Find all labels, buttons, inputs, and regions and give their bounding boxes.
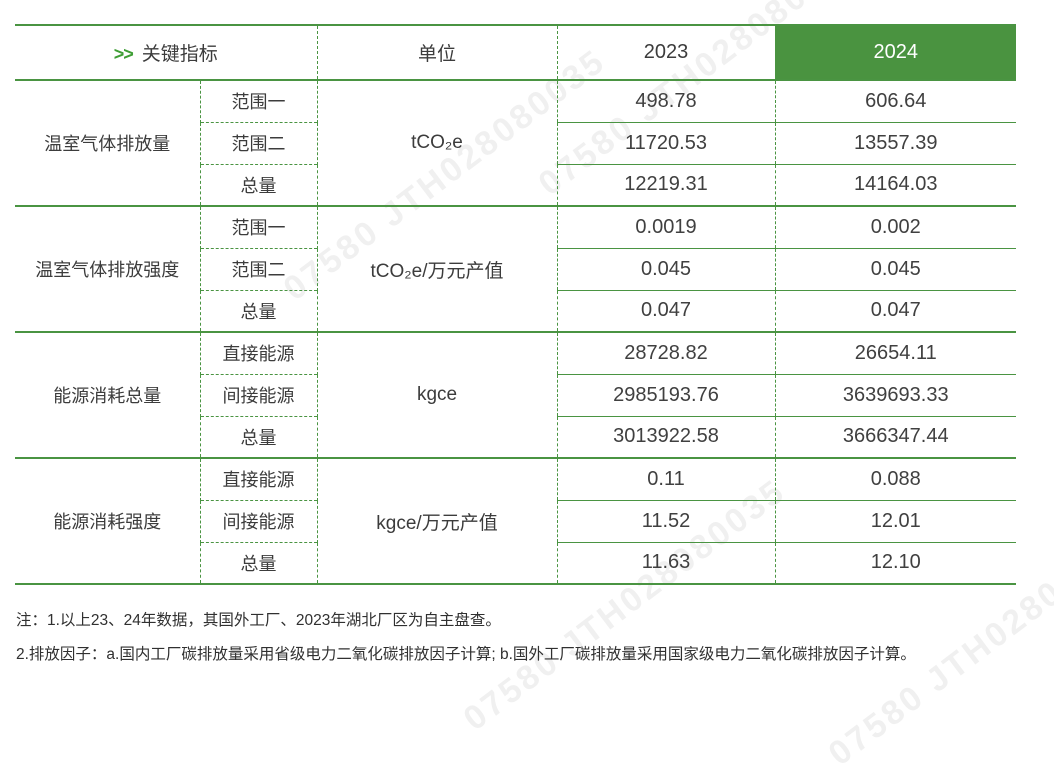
footnote-1: 注：1.以上23、24年数据，其国外工厂、2023年湖北厂区为自主盘查。 (16, 612, 501, 629)
sub-indicator: 间接能源 (199, 373, 318, 416)
value-2023: 12219.31 (557, 163, 776, 206)
group-name: 温室气体排放量 (15, 79, 200, 206)
header-unit: 单位 (317, 24, 558, 81)
table-row: 总量 3013922.58 3666347.44 (15, 415, 1017, 458)
value-2024: 13557.39 (775, 121, 1017, 164)
value-2024: 0.047 (775, 289, 1017, 332)
value-2023: 11720.53 (557, 121, 776, 164)
table-row: 温室气体排放量 范围一 tCO₂e 498.78 606.64 (15, 79, 1017, 206)
value-2023: 11.63 (557, 541, 776, 584)
table-row: 总量 0.047 0.047 (15, 289, 1017, 332)
value-2023: 11.52 (557, 499, 776, 542)
value-2024: 606.64 (775, 79, 1017, 122)
table-row: 温室气体排放强度 范围一 tCO₂e/万元产值 0.0019 0.002 (15, 205, 1017, 332)
value-2023: 0.0019 (557, 205, 776, 248)
value-2024: 0.045 (775, 247, 1017, 290)
value-2023: 0.047 (557, 289, 776, 332)
table-row: 能源消耗强度 直接能源 kgce/万元产值 0.11 0.088 (15, 457, 1017, 584)
sub-indicator: 范围一 (199, 79, 318, 122)
sub-indicator: 总量 (199, 415, 318, 458)
table-row: 范围二 0.045 0.045 (15, 247, 1017, 290)
value-2024: 0.002 (775, 205, 1017, 248)
footnote-2: 2.排放因子：a.国内工厂碳排放量采用省级电力二氧化碳排放因子计算; b.国外工… (16, 646, 916, 663)
unit-cell: tCO₂e/万元产值 (317, 205, 558, 332)
table-row: 范围二 11720.53 13557.39 (15, 121, 1017, 164)
value-2023: 498.78 (557, 79, 776, 122)
header-year-2023: 2023 (557, 24, 776, 81)
value-2024: 12.01 (775, 499, 1017, 542)
value-2024: 0.088 (775, 457, 1017, 500)
sub-indicator: 总量 (199, 163, 318, 206)
sub-indicator: 范围二 (199, 121, 318, 164)
value-2023: 28728.82 (557, 331, 776, 374)
value-2023: 0.045 (557, 247, 776, 290)
value-2023: 0.11 (557, 457, 776, 500)
value-2023: 2985193.76 (557, 373, 776, 416)
sub-indicator: 总量 (199, 289, 318, 332)
sub-indicator: 总量 (199, 541, 318, 584)
footnotes: 注：1.以上23、24年数据，其国外工厂、2023年湖北厂区为自主盘查。 2.排… (16, 604, 1046, 672)
unit-cell: tCO₂e (317, 79, 558, 206)
unit-cell: kgce (317, 331, 558, 458)
sub-indicator: 直接能源 (199, 457, 318, 500)
unit-cell: kgce/万元产值 (317, 457, 558, 584)
table-row: 总量 11.63 12.10 (15, 541, 1017, 584)
double-chevron-icon: >> (113, 44, 134, 64)
header-year-2024: 2024 (775, 24, 1017, 81)
group-name: 能源消耗强度 (15, 457, 200, 584)
sub-indicator: 间接能源 (199, 499, 318, 542)
value-2023: 3013922.58 (557, 415, 776, 458)
table-row: 总量 12219.31 14164.03 (15, 163, 1017, 206)
group-name: 温室气体排放强度 (15, 205, 200, 332)
header-key-indicators-label: 关键指标 (141, 44, 218, 65)
group-name: 能源消耗总量 (15, 331, 200, 458)
value-2024: 14164.03 (775, 163, 1017, 206)
table-row: 能源消耗总量 直接能源 kgce 28728.82 26654.11 (15, 331, 1017, 458)
value-2024: 12.10 (775, 541, 1017, 584)
sub-indicator: 范围二 (199, 247, 318, 290)
sub-indicator: 范围一 (199, 205, 318, 248)
value-2024: 3639693.33 (775, 373, 1017, 416)
value-2024: 3666347.44 (775, 415, 1017, 458)
key-indicators-table: >> 关键指标 单位 2023 2024 温室气体排放量 范围一 tCO₂e 49… (15, 24, 1017, 585)
sub-indicator: 直接能源 (199, 331, 318, 374)
table-row: 间接能源 2985193.76 3639693.33 (15, 373, 1017, 416)
table-header-row: >> 关键指标 单位 2023 2024 (15, 24, 1017, 81)
header-key-indicators: >> 关键指标 (15, 24, 318, 81)
table-row: 间接能源 11.52 12.01 (15, 499, 1017, 542)
value-2024: 26654.11 (775, 331, 1017, 374)
